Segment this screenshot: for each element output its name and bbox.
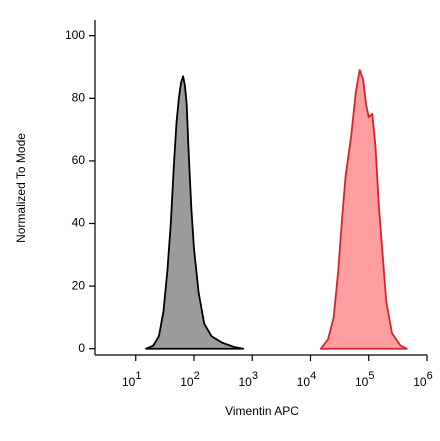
x-axis-label: Vimentin APC xyxy=(225,404,299,418)
x-tick-label: 101 xyxy=(122,370,141,389)
histogram-area xyxy=(319,69,408,350)
x-tick-base: 10 xyxy=(297,375,311,389)
y-tick-label: 80 xyxy=(72,90,86,104)
x-tick-exponent: 5 xyxy=(368,370,374,382)
histogram-area xyxy=(145,75,245,350)
x-tick-base: 10 xyxy=(238,375,252,389)
y-tick-label: 40 xyxy=(72,216,86,230)
x-tick-label: 103 xyxy=(238,370,257,389)
x-tick-exponent: 3 xyxy=(252,370,258,382)
x-tick-exponent: 2 xyxy=(194,370,200,382)
x-tick-exponent: 6 xyxy=(427,370,433,382)
x-tick-base: 10 xyxy=(180,375,194,389)
x-tick-base: 10 xyxy=(413,375,427,389)
x-tick-label: 104 xyxy=(297,370,316,389)
x-tick-exponent: 4 xyxy=(310,370,316,382)
x-tick-base: 10 xyxy=(122,375,136,389)
x-tick-exponent: 1 xyxy=(135,370,141,382)
x-tick-label: 102 xyxy=(180,370,199,389)
y-tick-label: 60 xyxy=(72,153,86,167)
x-tick-label: 105 xyxy=(355,370,374,389)
y-tick-label: 20 xyxy=(72,278,86,292)
y-axis-label: Normalized To Mode xyxy=(14,133,28,243)
y-tick-label: 0 xyxy=(78,341,85,355)
y-tick-label: 100 xyxy=(65,28,85,42)
x-tick-base: 10 xyxy=(355,375,369,389)
x-tick-label: 106 xyxy=(413,370,432,389)
